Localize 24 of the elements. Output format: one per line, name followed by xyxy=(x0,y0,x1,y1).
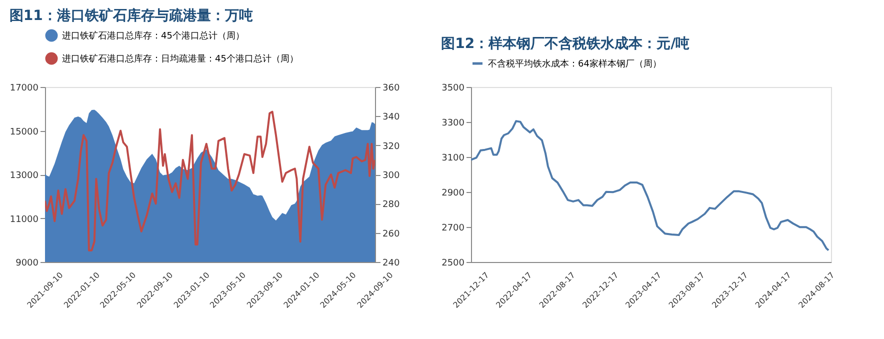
line-series xyxy=(471,120,830,252)
y-tick-label: 2700 xyxy=(442,224,465,234)
chart-title: 图12：样本钢厂不含税铁水成本：元/吨 xyxy=(441,35,690,52)
y-tick-label: 3500 xyxy=(442,84,465,94)
y2-tick-label: 360 xyxy=(382,84,400,94)
y2-tick-label: 300 xyxy=(382,171,400,181)
y-tick-label: 11000 xyxy=(10,214,39,225)
chart-title: 图11：港口铁矿石库存与疏港量：万吨 xyxy=(9,7,253,24)
y2-tick-label: 320 xyxy=(382,142,400,152)
legend-label: 不含税平均铁水成本：64家样本钢厂（周） xyxy=(488,58,662,70)
y-tick-label: 9000 xyxy=(16,258,39,268)
y2-tick-label: 280 xyxy=(382,200,400,210)
y-tick-label: 2900 xyxy=(442,188,465,198)
legend-label: 进口铁矿石港口总库存：45个港口总计（周） xyxy=(62,30,244,42)
legend-label: 进口铁矿石港口总库存：日均疏港量：45个港口总计（周） xyxy=(62,54,298,64)
y-tick-label: 3300 xyxy=(442,118,465,128)
y-tick-label: 17000 xyxy=(10,84,39,94)
y2-tick-label: 260 xyxy=(382,229,400,240)
y2-tick-label: 240 xyxy=(382,258,400,268)
y-tick-label: 3100 xyxy=(442,154,465,164)
y-tick-label: 2500 xyxy=(442,258,465,268)
y-tick-label: 13000 xyxy=(10,171,39,181)
y2-tick-label: 340 xyxy=(382,112,400,123)
y-tick-label: 15000 xyxy=(10,127,39,138)
